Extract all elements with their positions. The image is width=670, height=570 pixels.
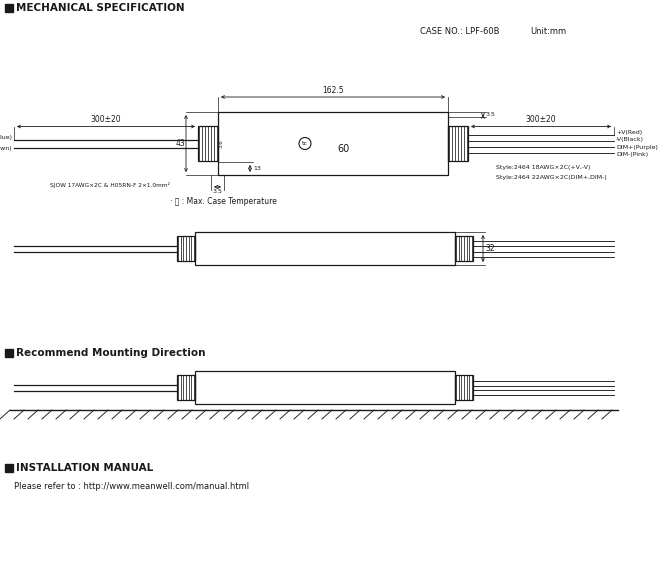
Text: 3.6: 3.6 [218, 139, 224, 148]
Bar [195, 232, 455, 265]
Bar [455, 375, 473, 400]
Text: 3.5: 3.5 [212, 189, 222, 194]
Bar [195, 371, 455, 404]
Text: Please refer to : http://www.meanwell.com/manual.html: Please refer to : http://www.meanwell.co… [14, 482, 249, 491]
Text: Style:2464 18AWG×2C(+V,-V): Style:2464 18AWG×2C(+V,-V) [496, 165, 590, 170]
Bar [218, 112, 448, 175]
Text: Style:2464 22AWG×2C(DIM+,DIM-): Style:2464 22AWG×2C(DIM+,DIM-) [496, 174, 607, 180]
Text: CASE NO.: LPF-60B: CASE NO.: LPF-60B [420, 27, 500, 36]
Text: -V(Black): -V(Black) [616, 137, 644, 142]
Text: 300±20: 300±20 [90, 116, 121, 124]
Bar [177, 375, 195, 400]
Text: tc: tc [302, 141, 308, 146]
Text: Recommend Mounting Direction: Recommend Mounting Direction [16, 348, 206, 358]
Text: +V(Red): +V(Red) [616, 130, 642, 135]
Text: Unit:mm: Unit:mm [530, 27, 566, 36]
Text: INSTALLATION MANUAL: INSTALLATION MANUAL [16, 463, 153, 473]
Bar [198, 126, 218, 161]
Text: DIM-(Pink): DIM-(Pink) [616, 152, 648, 157]
Bar [455, 236, 473, 261]
Text: 3.5: 3.5 [486, 112, 496, 117]
Text: DIM+(Purple): DIM+(Purple) [616, 145, 658, 150]
Text: AC/N(Blue): AC/N(Blue) [0, 135, 13, 140]
Text: 60: 60 [337, 145, 349, 154]
Text: · Ⓣ : Max. Case Temperature: · Ⓣ : Max. Case Temperature [170, 197, 277, 206]
Text: 32: 32 [485, 244, 494, 253]
Bar [177, 236, 195, 261]
Text: 300±20: 300±20 [526, 116, 556, 124]
Bar [448, 126, 468, 161]
Bar [5, 349, 13, 357]
Text: 13: 13 [253, 166, 261, 171]
Bar [5, 4, 13, 12]
Text: SJOW 17AWG×2C & H05RN-F 2×1.0mm²: SJOW 17AWG×2C & H05RN-F 2×1.0mm² [50, 182, 170, 188]
Text: 43: 43 [176, 139, 185, 148]
Text: MECHANICAL SPECIFICATION: MECHANICAL SPECIFICATION [16, 3, 185, 13]
Bar [5, 464, 13, 472]
Text: 162.5: 162.5 [322, 86, 344, 95]
Text: AC/L(Brown): AC/L(Brown) [0, 146, 13, 151]
